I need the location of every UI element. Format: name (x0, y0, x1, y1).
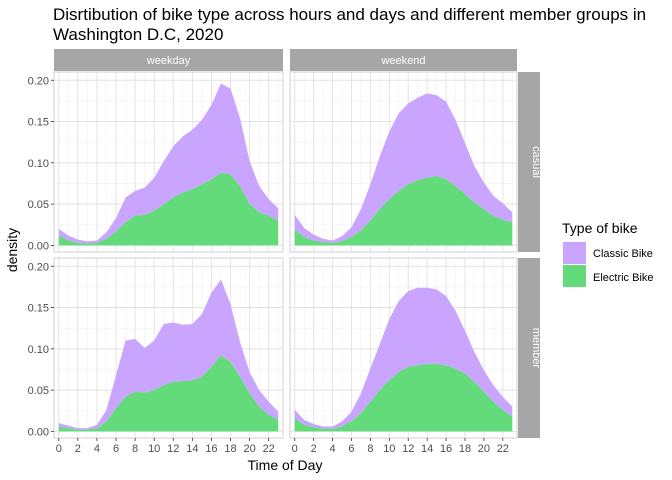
x-tick-label: 0 (56, 443, 62, 455)
x-tick-label: 10 (148, 443, 160, 455)
x-tick-label: 4 (330, 443, 336, 455)
area-electric-bike-weekday-member (58, 355, 279, 432)
facet-strip-weekend (290, 49, 517, 71)
x-tick-label: 2 (75, 443, 81, 455)
x-tick-label: 6 (113, 443, 119, 455)
y-axis-title: density (4, 228, 20, 272)
x-tick-label: 22 (263, 443, 275, 455)
y-tick-label: 0.10 (28, 344, 49, 356)
x-tick-label: 0 (292, 443, 298, 455)
legend-title: Type of bike (562, 220, 638, 236)
y-tick-label: 0.20 (28, 261, 49, 273)
area-electric-bike-weekday-casual (58, 172, 279, 246)
x-tick-label: 4 (94, 443, 100, 455)
x-tick-label: 18 (459, 443, 471, 455)
x-tick-label: 12 (167, 443, 179, 455)
x-tick-label: 16 (440, 443, 452, 455)
axes-layer: weekday weekend casual member 0.00 0.05 0.10 0.… (28, 49, 542, 455)
facet-strip-label-member: member (530, 328, 542, 369)
panel-border-weekday-casual (53, 71, 284, 253)
y-tick-label: 0.20 (28, 75, 49, 87)
x-tick-label: 14 (186, 443, 198, 455)
x-tick-label: 22 (497, 443, 509, 455)
x-tick-label: 8 (132, 443, 138, 455)
x-tick-label: 18 (224, 443, 236, 455)
y-tick-label: 0.10 (28, 158, 49, 170)
y-tick-label: 0.15 (28, 117, 49, 129)
panel-border-weekend-member (289, 257, 518, 439)
facet-strip-member (518, 258, 540, 438)
legend: Type of bike Classic Bike Electric Bike (562, 220, 654, 287)
legend-key-classic-bike (563, 242, 586, 264)
chart-title: Disrtibution of bike type across hours a… (53, 5, 647, 44)
legend-label-classic-bike: Classic Bike (593, 248, 653, 260)
area-classic-bike-weekday-member (58, 279, 279, 430)
x-tick-label: 12 (402, 443, 414, 455)
facet-strip-weekday (54, 49, 283, 71)
panel-weekday-casual (53, 71, 284, 253)
facet-strip-label-weekday: weekday (146, 55, 191, 67)
area-classic-bike-weekend-casual (294, 93, 513, 243)
legend-label-electric-bike: Electric Bike (593, 272, 654, 284)
x-tick-label: 8 (367, 443, 373, 455)
y-tick-label: 0.05 (28, 199, 49, 211)
x-tick-label: 16 (205, 443, 217, 455)
panel-border-weekend-casual (289, 71, 518, 253)
x-tick-label: 20 (243, 443, 255, 455)
facet-strip-label-weekend: weekend (380, 55, 425, 67)
y-tick-label: 0.00 (28, 426, 49, 438)
panels-layer (53, 71, 518, 439)
y-tick-label: 0.15 (28, 303, 49, 315)
facet-strip-label-casual: casual (530, 146, 542, 178)
x-tick-label: 2 (311, 443, 317, 455)
area-electric-bike-weekend-casual (294, 176, 513, 246)
area-classic-bike-weekday-casual (58, 83, 279, 244)
x-tick-label: 6 (348, 443, 354, 455)
area-classic-bike-weekend-member (294, 287, 513, 429)
y-tick-label: 0.00 (28, 240, 49, 252)
panel-weekend-member (289, 257, 518, 439)
facet-strip-casual (518, 72, 540, 252)
x-axis-title: Time of Day (248, 457, 323, 473)
panel-border-weekday-member (53, 257, 284, 439)
area-electric-bike-weekend-member (294, 363, 513, 432)
panel-weekday-member (53, 257, 284, 439)
x-tick-label: 20 (478, 443, 490, 455)
x-tick-label: 14 (421, 443, 433, 455)
legend-key-electric-bike (563, 265, 586, 287)
x-tick-label: 10 (383, 443, 395, 455)
panel-weekend-casual (289, 71, 518, 253)
y-tick-label: 0.05 (28, 385, 49, 397)
